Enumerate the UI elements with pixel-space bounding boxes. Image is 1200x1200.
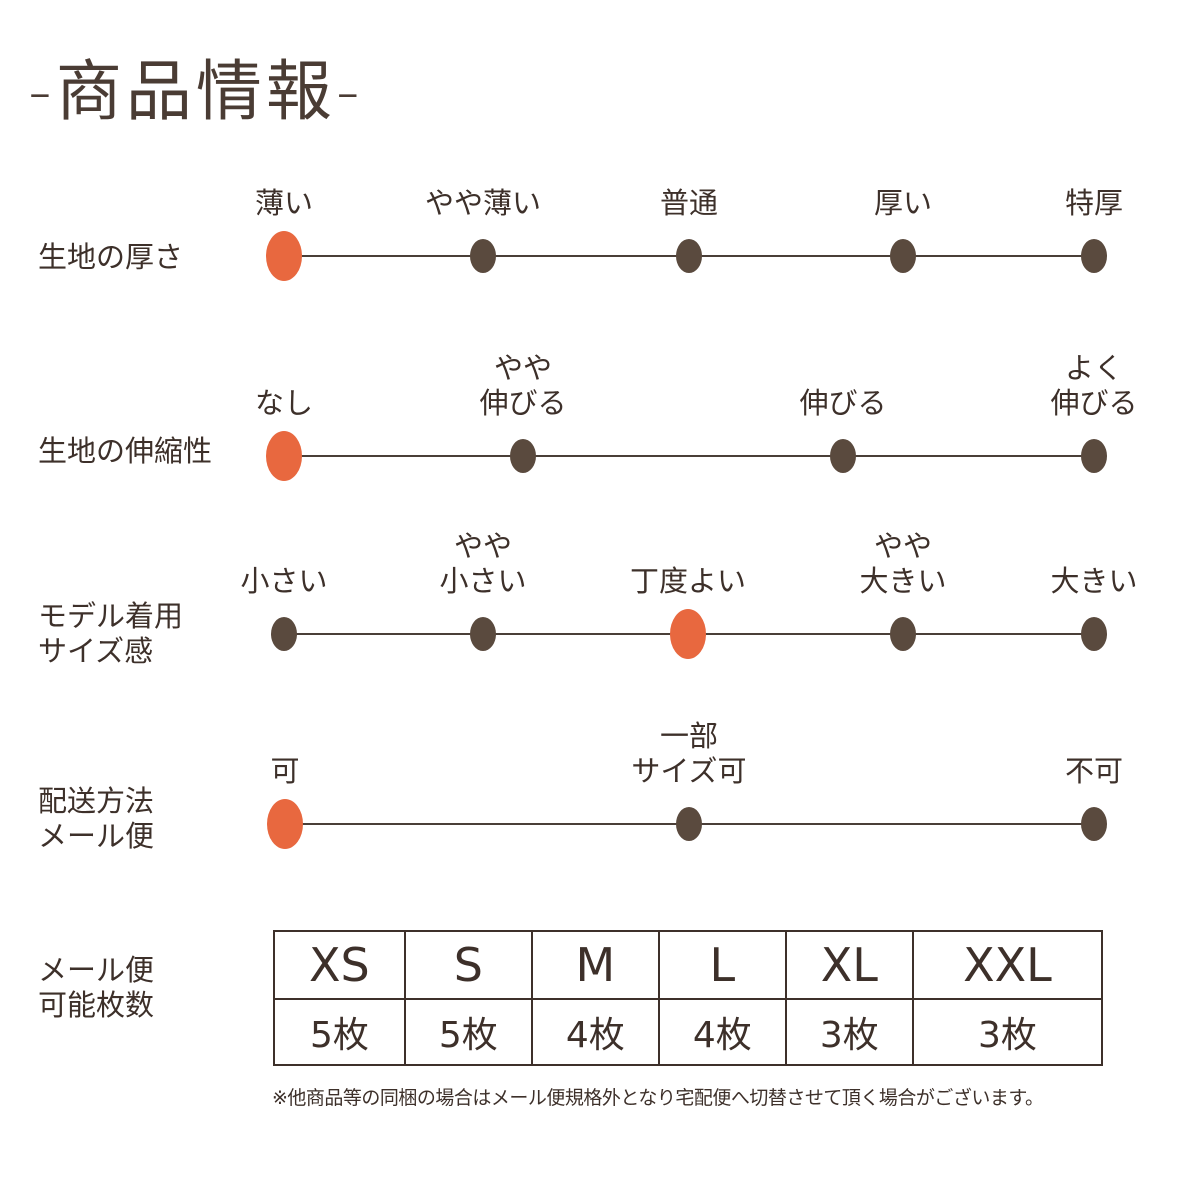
scale-option-label: 厚い (873, 186, 933, 220)
scale-dot (470, 239, 496, 273)
scale-dot-selected (266, 431, 302, 481)
size-cell: XXL (911, 930, 1104, 1000)
page-title: -商品情報- (28, 53, 364, 130)
scale-dot (1081, 807, 1107, 841)
scale-dot (890, 617, 916, 651)
scale-dot (676, 807, 702, 841)
scale-dot-selected (266, 231, 302, 281)
mail-count-label: メール便 可能枚数 (38, 953, 155, 1022)
scale-option-label: 伸びる (799, 386, 887, 420)
scale-option-label: 小さい (240, 564, 328, 598)
count-cell: 3枚 (911, 998, 1104, 1066)
scale-label: 生地の厚さ (38, 240, 184, 274)
size-cell: XL (784, 930, 914, 1000)
scale-option-label: 一部 サイズ可 (631, 719, 747, 788)
scale-option-label: やや 伸びる (479, 351, 567, 420)
scale-label: モデル着用 サイズ感 (38, 599, 184, 668)
scale-dot (676, 239, 702, 273)
scale-option-label: 特厚 (1064, 186, 1124, 220)
count-cell: 5枚 (403, 998, 533, 1066)
scale-option-label: やや薄い (424, 186, 542, 220)
scale-dot (1081, 617, 1107, 651)
scale-label: 生地の伸縮性 (38, 434, 213, 468)
size-cell: M (530, 930, 660, 1000)
scale-option-label: よく 伸びる (1050, 351, 1138, 420)
scale-dot (470, 617, 496, 651)
size-row: XS S M L XL XXL (273, 930, 1104, 1000)
shipping-note: ※他商品等の同梱の場合はメール便規格外となり宅配便へ切替させて頂く場合がございま… (272, 1087, 1044, 1109)
scale-label: 配送方法 メール便 (38, 784, 155, 853)
scale-option-label: やや 小さい (439, 529, 527, 598)
count-cell: 4枚 (530, 998, 660, 1066)
scale-option-label: 大きい (1050, 564, 1138, 598)
mail-count-table: XS S M L XL XXL 5枚 5枚 4枚 4枚 3枚 3枚 (273, 930, 1104, 1066)
size-cell: S (403, 930, 533, 1000)
scale-dot-selected (267, 799, 303, 849)
scale-option-label: 丁度よい (629, 564, 747, 598)
scale-option-label: 可 (270, 754, 300, 788)
scale-line (284, 455, 1094, 457)
scale-option-label: 不可 (1064, 754, 1124, 788)
count-cell: 4枚 (657, 998, 787, 1066)
scale-option-label: 普通 (659, 186, 719, 220)
scale-option-label: なし (254, 386, 314, 420)
scale-dot-selected (670, 609, 706, 659)
count-row: 5枚 5枚 4枚 4枚 3枚 3枚 (273, 998, 1104, 1066)
scale-option-label: やや 大きい (859, 529, 947, 598)
scale-dot (830, 439, 856, 473)
size-cell: XS (273, 930, 406, 1000)
count-cell: 5枚 (273, 998, 406, 1066)
scale-dot (1081, 239, 1107, 273)
count-cell: 3枚 (784, 998, 914, 1066)
scale-dot (1081, 439, 1107, 473)
scale-dot (890, 239, 916, 273)
scale-dot (510, 439, 536, 473)
size-cell: L (657, 930, 787, 1000)
scale-dot (271, 617, 297, 651)
scale-option-label: 薄い (254, 186, 314, 220)
